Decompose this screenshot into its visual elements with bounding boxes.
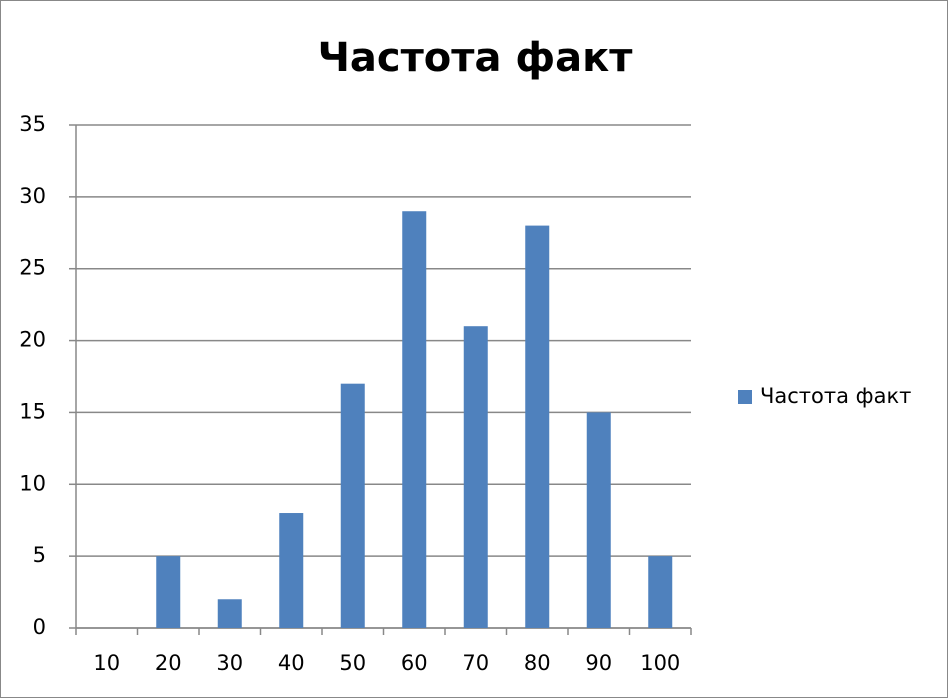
- y-tick-label: 10: [19, 471, 46, 495]
- bar: [402, 211, 427, 628]
- x-tick-label: 10: [93, 651, 120, 675]
- bar: [463, 326, 488, 628]
- chart-title: Частота факт: [318, 35, 634, 81]
- x-tick-label: 50: [339, 651, 366, 675]
- legend-swatch: [738, 390, 752, 404]
- y-tick-label: 0: [33, 615, 46, 639]
- bar: [586, 412, 611, 628]
- x-tick-label: 40: [278, 651, 305, 675]
- x-tick-label: 30: [216, 651, 243, 675]
- y-tick-label: 20: [19, 328, 46, 352]
- y-tick-label: 5: [33, 543, 46, 567]
- bar: [648, 556, 673, 628]
- bar: [279, 513, 304, 628]
- x-tick-label: 90: [585, 651, 612, 675]
- bar: [156, 556, 181, 628]
- y-tick-label: 30: [19, 184, 46, 208]
- bar: [340, 383, 365, 628]
- x-tick-label: 60: [401, 651, 428, 675]
- x-tick-label: 80: [524, 651, 551, 675]
- legend-label: Частота факт: [760, 384, 911, 408]
- y-tick-label: 35: [19, 112, 46, 136]
- x-tick-label: 20: [155, 651, 182, 675]
- bar: [217, 599, 242, 628]
- y-tick-label: 15: [19, 399, 46, 423]
- x-tick-label: 100: [640, 651, 680, 675]
- bar: [525, 225, 550, 628]
- x-tick-label: 70: [462, 651, 489, 675]
- y-tick-label: 25: [19, 256, 46, 280]
